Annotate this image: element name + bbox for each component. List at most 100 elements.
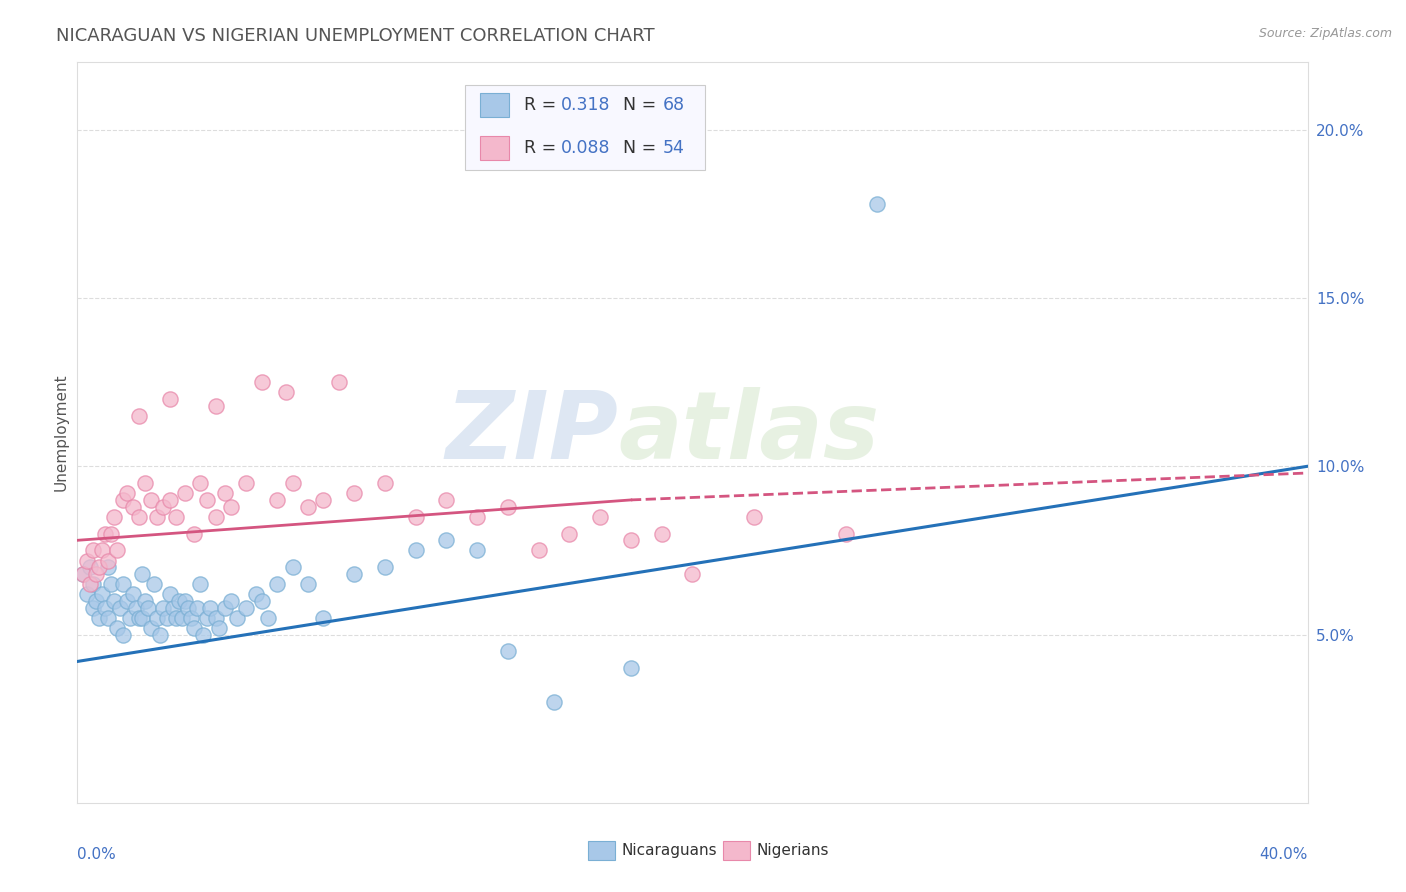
Point [82,600,104,615]
Point [276,385,298,400]
Point [141,492,163,507]
Point [180,610,202,624]
Point [174,594,197,608]
Point [159,392,181,406]
Point [589,509,612,524]
Point [195,610,218,624]
Text: N =: N = [613,96,662,114]
Point [188,577,212,591]
Text: Nicaraguans: Nicaraguans [621,844,717,858]
Point [405,543,427,558]
Point [405,509,427,524]
Text: ZIP: ZIP [446,386,619,479]
Point [110,600,132,615]
Text: Nigerians: Nigerians [756,844,830,858]
Point [112,577,135,591]
Point [620,533,643,548]
Point [436,492,458,507]
Point [134,594,156,608]
Point [226,610,249,624]
Point [118,610,141,624]
Point [188,476,212,491]
Point [742,509,765,524]
Point [465,543,488,558]
Point [374,560,396,574]
Point [134,476,156,491]
Point [76,553,98,567]
Point [79,560,101,574]
Point [105,621,128,635]
Text: 0.0%: 0.0% [77,847,117,863]
Point [235,600,257,615]
Text: atlas: atlas [619,386,880,479]
Point [115,594,138,608]
Point [174,486,197,500]
Point [143,577,166,591]
Point [131,566,153,581]
Point [170,610,193,624]
Point [128,409,150,423]
Point [183,621,205,635]
Text: 54: 54 [664,139,685,157]
Point [219,594,242,608]
Point [87,610,110,624]
Point [186,600,208,615]
Point [527,543,550,558]
Point [115,486,138,500]
Point [208,621,231,635]
Text: Source: ZipAtlas.com: Source: ZipAtlas.com [1258,27,1392,40]
FancyBboxPatch shape [479,136,509,160]
Point [165,509,187,524]
Point [204,399,226,413]
Point [266,577,288,591]
Point [149,627,172,641]
Point [97,610,120,624]
Point [94,526,117,541]
Text: NICARAGUAN VS NIGERIAN UNEMPLOYMENT CORRELATION CHART: NICARAGUAN VS NIGERIAN UNEMPLOYMENT CORR… [56,27,655,45]
Point [183,526,205,541]
Point [297,577,319,591]
Y-axis label: Unemployment: Unemployment [53,374,69,491]
Point [128,509,150,524]
Point [204,610,226,624]
Point [125,600,148,615]
Point [87,560,110,574]
Point [543,695,565,709]
Point [100,577,122,591]
Text: 40.0%: 40.0% [1260,847,1308,863]
Point [165,610,187,624]
Point [177,600,200,615]
Point [84,566,107,581]
Point [94,600,117,615]
Point [257,610,280,624]
Text: 0.318: 0.318 [561,96,610,114]
Point [72,566,94,581]
Point [204,509,226,524]
Point [97,560,120,574]
Text: 0.088: 0.088 [561,139,610,157]
Point [682,566,704,581]
Point [103,594,125,608]
Point [112,627,135,641]
Point [79,577,101,591]
Point [266,492,288,507]
Point [136,600,159,615]
Point [84,594,107,608]
Point [72,566,94,581]
Point [152,600,174,615]
Point [496,644,519,658]
FancyBboxPatch shape [479,94,509,117]
Point [162,600,184,615]
FancyBboxPatch shape [723,841,751,860]
Point [193,627,215,641]
Point [214,486,236,500]
Point [328,375,350,389]
Point [835,526,858,541]
Point [235,476,257,491]
Point [155,610,177,624]
Point [343,486,366,500]
Point [558,526,581,541]
Point [297,500,319,514]
Text: N =: N = [613,139,662,157]
Point [214,600,236,615]
